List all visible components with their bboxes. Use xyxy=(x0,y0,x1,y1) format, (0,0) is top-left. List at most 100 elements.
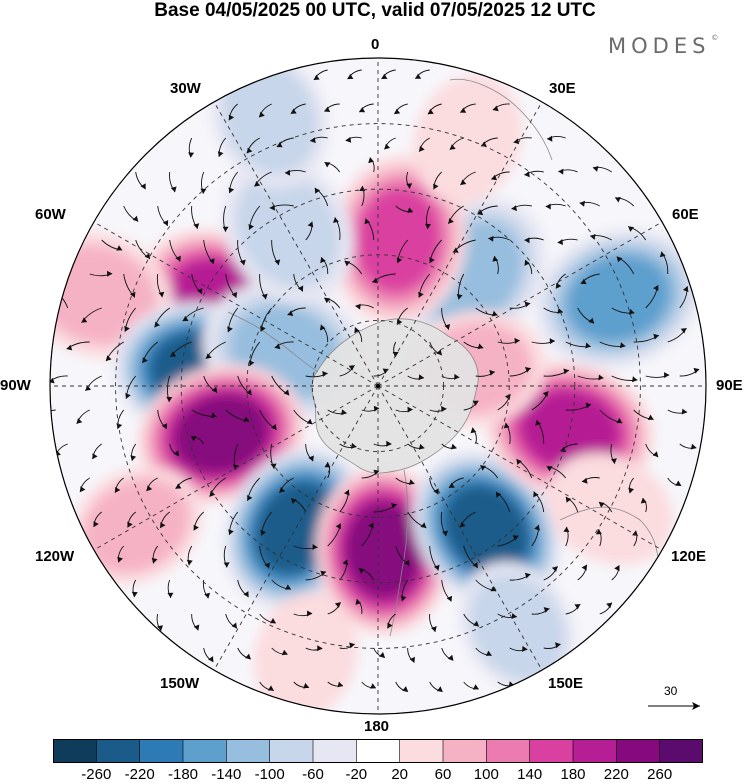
wind-vector-272 xyxy=(441,647,454,661)
wind-vector-221 xyxy=(151,545,159,564)
wind-vector-58 xyxy=(169,239,181,262)
wind-vector-138 xyxy=(407,374,425,381)
wind-vector-39 xyxy=(592,165,612,173)
anomaly-cell-4 xyxy=(137,364,305,504)
colorbar-tick-0: -260 xyxy=(81,766,112,783)
wind-vector-205 xyxy=(159,511,170,529)
wind-vector-4 xyxy=(228,103,238,121)
meridian-60 xyxy=(377,213,677,387)
wind-vector-198 xyxy=(516,458,533,479)
wind-vector-249 xyxy=(577,564,588,581)
wind-vector-208 xyxy=(260,511,273,536)
wind-vector-174 xyxy=(339,442,357,449)
wind-vector-194 xyxy=(395,477,415,485)
wind-vector-102 xyxy=(441,307,451,330)
wind-vector-224 xyxy=(259,545,270,569)
wind-vector-2 xyxy=(381,69,396,80)
wind-vector-71 xyxy=(590,234,612,241)
colorbar-tick-8: 60 xyxy=(434,766,452,783)
wind-vector-245 xyxy=(441,579,453,602)
wind-vector-259 xyxy=(429,613,437,633)
colorbar-tick-3: -140 xyxy=(211,766,242,783)
wind-vector-183 xyxy=(645,443,659,458)
wind-vector-73 xyxy=(89,270,113,277)
wind-vector-270 xyxy=(373,647,385,658)
chart-title: Base 04/05/2025 00 UTC, valid 07/05/2025… xyxy=(154,0,596,21)
wind-vector-173 xyxy=(305,443,314,462)
wind-vector-61 xyxy=(271,239,281,266)
wind-vector-53 xyxy=(545,203,566,210)
wind-vector-280 xyxy=(395,681,409,693)
south-pole-marker xyxy=(376,384,380,388)
wind-vector-118 xyxy=(354,327,363,343)
wind-vector-255 xyxy=(293,610,313,617)
wind-vector-21 xyxy=(449,137,464,150)
wind-vector-269 xyxy=(339,642,355,649)
wind-vector-172 xyxy=(270,443,277,469)
wind-vector-12 xyxy=(492,103,510,112)
anomaly-cell-9 xyxy=(535,228,702,369)
lon-label-90w: 90W xyxy=(0,377,31,394)
wind-vector-133 xyxy=(237,375,252,396)
graticule xyxy=(50,58,706,714)
anomaly-cell-14 xyxy=(412,74,523,205)
wind-vector-268 xyxy=(305,645,323,652)
wind-vector-112 xyxy=(141,341,158,364)
wind-vector-153 xyxy=(259,409,277,431)
wind-vector-37 xyxy=(524,170,544,178)
meridian-150 xyxy=(377,385,551,685)
wind-vector-149 xyxy=(116,409,125,429)
lon-label-30w: 30W xyxy=(170,80,201,97)
wind-vector-258 xyxy=(387,613,396,629)
wind-vector-114 xyxy=(205,341,226,360)
wind-vector-46 xyxy=(314,187,329,207)
wind-vector-31 xyxy=(324,161,341,173)
colorbar-swatch-6 xyxy=(312,739,358,763)
meridian-30 xyxy=(377,87,551,387)
wind-vector-247 xyxy=(509,572,531,581)
wind-vector-264 xyxy=(599,602,613,615)
wind-vector-226 xyxy=(327,523,342,547)
wind-vector-237 xyxy=(167,579,174,599)
lon-label-30e: 30E xyxy=(549,80,576,97)
wind-vector-171 xyxy=(232,443,239,470)
wind-vector-233 xyxy=(563,526,570,547)
wind-vector-82 xyxy=(371,273,396,284)
wind-vector-244 xyxy=(400,579,409,602)
colorbar xyxy=(53,739,703,763)
latitude-circle-3 xyxy=(115,123,641,649)
wind-vector-274 xyxy=(509,645,528,652)
wind-vector-90 xyxy=(659,251,669,275)
latitude-circle-2 xyxy=(180,188,576,584)
brand-text: MODES xyxy=(608,34,711,58)
colorbar-tick-11: 180 xyxy=(560,766,586,783)
wind-vector-80 xyxy=(320,256,329,275)
wind-vector-76 xyxy=(191,273,203,295)
wind-vector-22 xyxy=(480,137,498,147)
brand-mark: © xyxy=(711,34,719,42)
wind-vector-251 xyxy=(156,613,163,631)
wind-vector-117 xyxy=(319,324,329,343)
polar-map xyxy=(49,57,707,715)
colorbar-tick-6: -20 xyxy=(345,766,368,783)
wind-vector-18 xyxy=(345,136,362,143)
wind-vector-197 xyxy=(480,464,499,479)
colorbar-tick-9: 100 xyxy=(473,766,499,783)
wind-vector-38 xyxy=(558,168,578,175)
wind-vector-36 xyxy=(490,171,510,181)
wind-vector-121 xyxy=(463,341,484,350)
wind-vector-10 xyxy=(427,103,442,115)
wind-vector-45 xyxy=(269,204,294,211)
wind-vector-143 xyxy=(577,374,604,381)
wind-vector-49 xyxy=(425,205,431,230)
wind-vector-7 xyxy=(324,103,340,112)
wind-vector-184 xyxy=(679,443,697,450)
wind-vector-189 xyxy=(209,477,226,497)
colorbar-swatch-0 xyxy=(53,739,98,763)
wind-vector-28 xyxy=(228,171,239,194)
wind-vector-190 xyxy=(246,477,261,501)
wind-vector-134 xyxy=(271,375,290,396)
wind-vector-64 xyxy=(364,218,375,241)
wind-vector-115 xyxy=(248,341,261,367)
wind-vector-161 xyxy=(531,391,549,411)
